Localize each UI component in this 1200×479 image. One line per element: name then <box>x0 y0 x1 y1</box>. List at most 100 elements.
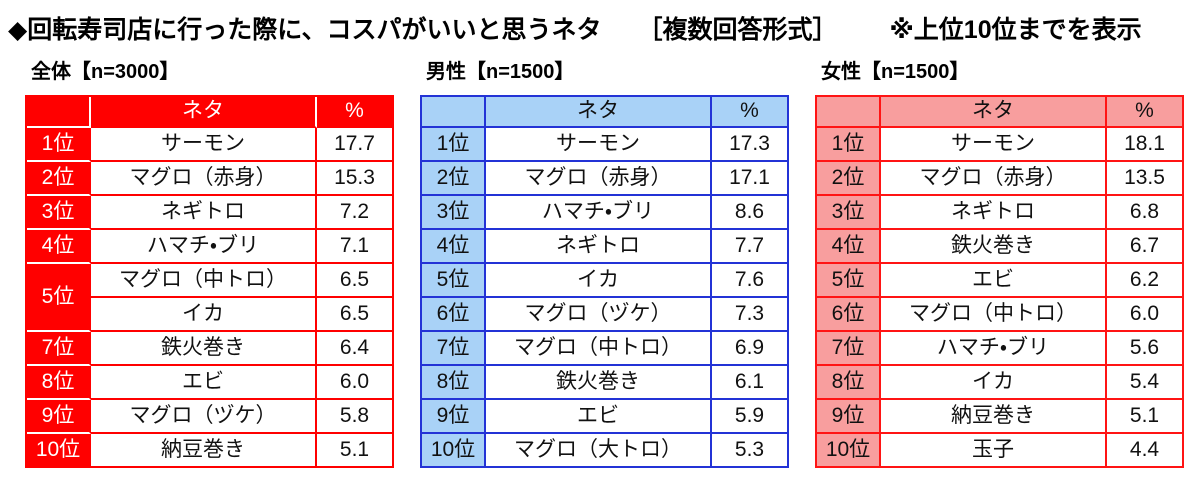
header-row: ネタ % <box>817 97 1182 128</box>
rank-column-header <box>27 97 91 128</box>
neta-cell: エビ <box>486 400 712 434</box>
section-label-female: 女性【n=1500】 <box>821 61 970 83</box>
table-row: 9位 マグロ（ヅケ） 5.8 <box>27 400 392 434</box>
rank-cell: 6位 <box>817 298 881 332</box>
percent-cell: 13.5 <box>1107 162 1182 196</box>
neta-column-header: ネタ <box>486 97 712 128</box>
table-row: 5位 イカ 7.6 <box>422 264 787 298</box>
percent-cell: 5.6 <box>1107 332 1182 366</box>
table-row: 10位 納豆巻き 5.1 <box>27 434 392 466</box>
percent-cell: 6.0 <box>1107 298 1182 332</box>
percent-cell: 6.5 <box>317 298 392 332</box>
rank-cell: 1位 <box>422 128 486 162</box>
percent-cell: 17.3 <box>712 128 787 162</box>
table-body: 1位 サーモン 17.3 2位 マグロ（赤身） 17.1 3位 ハマチ・ブリ 8.6 4位 ネギトロ… <box>422 128 787 466</box>
rank-cell: 1位 <box>27 128 91 162</box>
rank-cell: 1位 <box>817 128 881 162</box>
percent-cell: 6.4 <box>317 332 392 366</box>
rank-cell: 4位 <box>817 230 881 264</box>
rank-cell: 7位 <box>422 332 486 366</box>
neta-cell: サーモン <box>881 128 1107 162</box>
rank-cell: 10位 <box>817 434 881 466</box>
table-row: 8位 エビ 6.0 <box>27 366 392 400</box>
ranking-table-female: ネタ % 1位 サーモン 18.1 2位 マグロ（赤身） 13.5 3位 ネギトロ 6.8 4位鉄… <box>815 95 1184 468</box>
neta-cell: 玉子 <box>881 434 1107 466</box>
neta-cell: ハマチ・ブリ <box>91 230 317 264</box>
neta-cell: マグロ（大トロ） <box>486 434 712 466</box>
rank-cell: 3位 <box>27 196 91 230</box>
header-row: ネタ % <box>27 97 392 128</box>
neta-cell: ハマチ・ブリ <box>881 332 1107 366</box>
rank-cell: 9位 <box>817 400 881 434</box>
table-row: 9位 納豆巻き 5.1 <box>817 400 1182 434</box>
top10-note: ※上位10位までを表示 <box>889 16 1142 44</box>
table-section-male: 男性【n=1500】 ネタ % 1位 サーモン 17.3 2位 マグロ（赤身） 17.1 3… <box>420 57 789 468</box>
percent-cell: 5.3 <box>712 434 787 466</box>
percent-cell: 7.3 <box>712 298 787 332</box>
percent-cell: 7.2 <box>317 196 392 230</box>
neta-cell: マグロ（赤身） <box>486 162 712 196</box>
ranking-table-overall: ネタ % 1位 サーモン 17.7 2位 マグロ（赤身） 15.3 3位 ネギトロ 7.2 4位ハ… <box>25 95 394 468</box>
percent-cell: 7.7 <box>712 230 787 264</box>
neta-cell: マグロ（ヅケ） <box>91 400 317 434</box>
percent-cell: 6.5 <box>317 264 392 298</box>
table-row: 5位 エビ 6.2 <box>817 264 1182 298</box>
percent-column-header: % <box>712 97 787 128</box>
rank-cell: 8位 <box>817 366 881 400</box>
rank-cell: 3位 <box>817 196 881 230</box>
neta-cell: エビ <box>881 264 1107 298</box>
neta-cell: 納豆巻き <box>881 400 1107 434</box>
answer-format-tag: ［複数回答形式］ <box>637 16 838 44</box>
table-row: 7位 ハマチ・ブリ 5.6 <box>817 332 1182 366</box>
neta-column-header: ネタ <box>881 97 1107 128</box>
percent-cell: 7.1 <box>317 230 392 264</box>
rank-column-header <box>422 97 486 128</box>
neta-cell: イカ <box>91 298 317 332</box>
rank-cell: 2位 <box>817 162 881 196</box>
table-row: 4位 ネギトロ 7.7 <box>422 230 787 264</box>
percent-cell: 8.6 <box>712 196 787 230</box>
neta-cell: マグロ（中トロ） <box>91 264 317 298</box>
percent-cell: 18.1 <box>1107 128 1182 162</box>
table-section-female: 女性【n=1500】 ネタ % 1位 サーモン 18.1 2位 マグロ（赤身） 13.5 3… <box>815 57 1184 468</box>
percent-column-header: % <box>317 97 392 128</box>
table-row: 1位 サーモン 18.1 <box>817 128 1182 162</box>
section-label-overall: 全体【n=3000】 <box>31 61 180 83</box>
percent-cell: 17.1 <box>712 162 787 196</box>
rank-cell: 5位 <box>27 264 91 332</box>
table-body: 1位 サーモン 18.1 2位 マグロ（赤身） 13.5 3位 ネギトロ 6.8 4位 鉄火巻き 6.… <box>817 128 1182 466</box>
rank-cell: 5位 <box>422 264 486 298</box>
table-row: 3位 ネギトロ 7.2 <box>27 196 392 230</box>
table-row: 8位 イカ 5.4 <box>817 366 1182 400</box>
percent-cell: 6.1 <box>712 366 787 400</box>
neta-cell: ネギトロ <box>486 230 712 264</box>
percent-cell: 5.1 <box>1107 400 1182 434</box>
rank-cell: 2位 <box>27 162 91 196</box>
percent-cell: 5.1 <box>317 434 392 466</box>
table-row: 4位 鉄火巻き 6.7 <box>817 230 1182 264</box>
neta-cell: サーモン <box>91 128 317 162</box>
neta-cell: イカ <box>881 366 1107 400</box>
neta-cell: マグロ（赤身） <box>91 162 317 196</box>
page-title-main: ◆回転寿司店に行った際に、コスパがいいと思うネタ <box>8 16 602 44</box>
percent-cell: 6.8 <box>1107 196 1182 230</box>
neta-cell: 鉄火巻き <box>91 332 317 366</box>
rank-cell: 9位 <box>422 400 486 434</box>
neta-column-header: ネタ <box>91 97 317 128</box>
percent-cell: 7.6 <box>712 264 787 298</box>
rank-cell: 6位 <box>422 298 486 332</box>
table-row: 9位 エビ 5.9 <box>422 400 787 434</box>
table-row: 6位 マグロ（ヅケ） 7.3 <box>422 298 787 332</box>
table-row: 2位 マグロ（赤身） 17.1 <box>422 162 787 196</box>
table-body: 1位 サーモン 17.7 2位 マグロ（赤身） 15.3 3位 ネギトロ 7.2 4位 ハマチ・ブリ… <box>27 128 392 466</box>
rank-cell: 7位 <box>27 332 91 366</box>
table-row: 3位 ネギトロ 6.8 <box>817 196 1182 230</box>
rank-cell: 9位 <box>27 400 91 434</box>
header-row: ネタ % <box>422 97 787 128</box>
rank-cell: 8位 <box>422 366 486 400</box>
page-title: ◆回転寿司店に行った際に、コスパがいいと思うネタ ［複数回答形式］ ※上位10位… <box>8 10 1142 46</box>
percent-cell: 5.4 <box>1107 366 1182 400</box>
table-row: 1位 サーモン 17.3 <box>422 128 787 162</box>
neta-cell: ネギトロ <box>881 196 1107 230</box>
table-row: 6位 マグロ（中トロ） 6.0 <box>817 298 1182 332</box>
